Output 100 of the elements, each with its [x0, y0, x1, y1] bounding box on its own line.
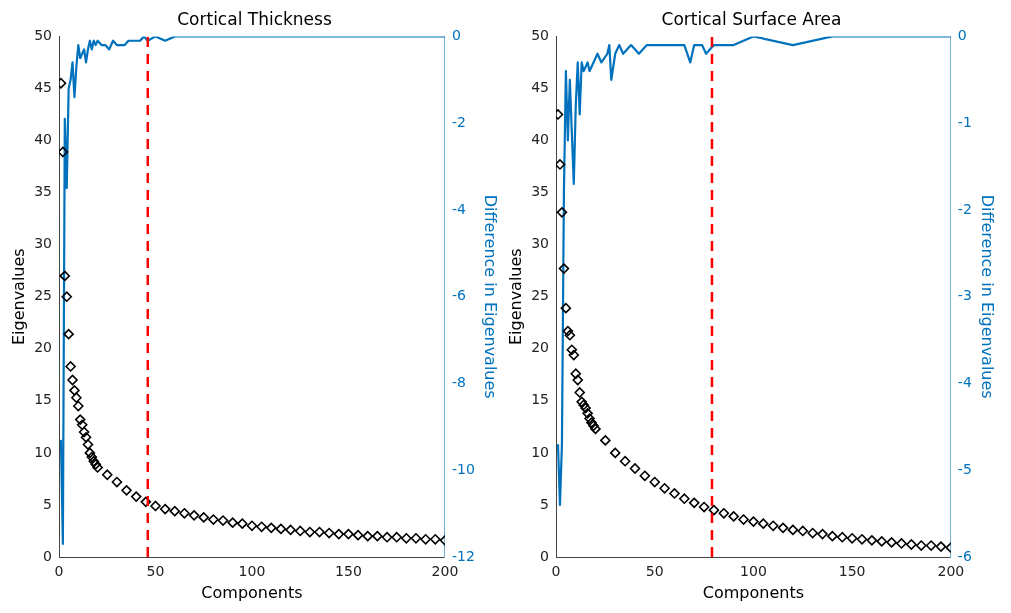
point	[69, 385, 80, 396]
chart-title: Cortical Surface Area	[661, 8, 842, 29]
point	[73, 400, 84, 412]
point	[63, 328, 74, 340]
y-tick-label: 30	[34, 235, 53, 252]
point	[82, 439, 94, 450]
point	[294, 525, 306, 537]
chart-title: Cortical Thickness	[177, 8, 332, 29]
y2-tick-label: -12	[451, 547, 475, 564]
y2-axis-title: Difference in Eigenvalues	[978, 194, 998, 399]
x-axis-title: Components	[702, 582, 805, 602]
point	[429, 534, 441, 545]
point	[584, 413, 595, 424]
point	[582, 408, 593, 419]
y-tick-label: 35	[34, 183, 53, 200]
point	[410, 532, 422, 544]
point	[562, 325, 574, 337]
y-tick-label: 0	[540, 547, 550, 564]
point	[572, 374, 584, 386]
point	[915, 540, 927, 551]
point	[391, 531, 402, 543]
y2-tick-label: 0	[957, 27, 967, 44]
y-tick-label: 50	[531, 27, 550, 44]
y2-tick-label: -10	[451, 460, 475, 477]
point	[80, 431, 92, 443]
point	[314, 526, 325, 538]
point	[420, 534, 431, 545]
point	[619, 455, 631, 467]
x-tick-label: 0	[54, 563, 64, 580]
y-axis-title: Eigenvalues	[505, 248, 525, 346]
x-tick-label: 50	[645, 563, 664, 580]
point	[67, 374, 78, 386]
point	[352, 529, 364, 541]
point	[130, 491, 142, 502]
point	[827, 530, 838, 542]
point	[728, 511, 739, 522]
y-tick-label: 15	[531, 391, 550, 408]
point	[797, 525, 809, 537]
point	[679, 493, 690, 504]
point	[362, 530, 374, 542]
y-tick-label: 45	[34, 79, 53, 96]
point	[738, 514, 749, 525]
y2-tick-label: -5	[957, 460, 972, 477]
point	[86, 451, 98, 463]
y2-tick-label: -4	[451, 200, 466, 217]
point	[179, 507, 190, 519]
point	[74, 414, 86, 425]
point	[856, 534, 868, 545]
x-tick-label: 50	[146, 563, 165, 580]
y-tick-label: 25	[34, 287, 53, 304]
y-tick-label: 40	[531, 131, 550, 148]
point	[906, 539, 917, 550]
point	[256, 521, 267, 533]
point	[876, 536, 888, 547]
x-tick-label: 200	[937, 563, 965, 580]
point	[71, 392, 82, 403]
point	[718, 507, 730, 519]
point	[896, 538, 907, 549]
point	[59, 270, 71, 282]
point	[564, 329, 576, 341]
point	[866, 535, 878, 546]
point	[556, 159, 566, 170]
point	[659, 482, 670, 494]
x-tick-label: 200	[431, 563, 459, 580]
point	[381, 531, 393, 543]
y-tick-label: 10	[531, 443, 550, 460]
y2-tick-label: -3	[957, 287, 972, 304]
y2-tick-label: -2	[451, 113, 466, 130]
point	[159, 503, 171, 515]
point	[586, 417, 597, 428]
point	[111, 476, 123, 488]
point	[570, 368, 582, 380]
point	[217, 515, 229, 526]
y2-tick-label: -2	[957, 200, 972, 217]
x-tick-label: 150	[335, 563, 362, 580]
y-tick-label: 5	[43, 495, 53, 512]
y-tick-label: 20	[531, 339, 550, 356]
point	[237, 518, 248, 529]
point	[669, 488, 680, 499]
point	[748, 516, 759, 527]
point	[566, 344, 578, 356]
point	[574, 387, 585, 398]
point	[246, 520, 258, 532]
point	[688, 497, 700, 509]
y2-tick-label: -4	[957, 374, 972, 391]
point	[59, 146, 69, 158]
point	[275, 523, 287, 535]
point	[265, 522, 277, 534]
point	[836, 531, 848, 543]
y2-tick-label: -6	[451, 287, 466, 304]
point	[560, 302, 572, 314]
point	[935, 541, 947, 552]
point	[708, 504, 720, 516]
point	[600, 435, 611, 446]
point	[169, 505, 181, 517]
point	[101, 469, 113, 481]
point	[333, 528, 345, 540]
point	[285, 524, 296, 536]
y-axis-title: Eigenvalues	[8, 248, 28, 346]
point	[227, 517, 238, 528]
